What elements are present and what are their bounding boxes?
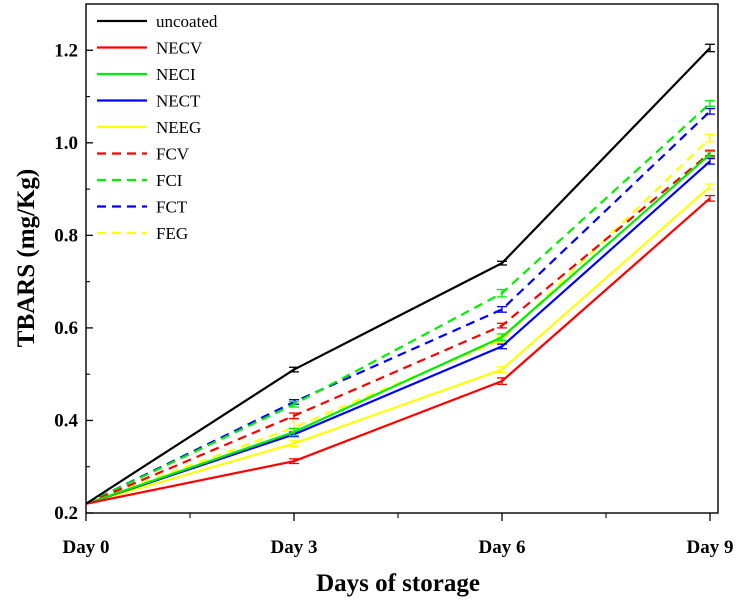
series-uncoated [85,43,715,505]
series-layer [85,43,715,505]
x-tick-label: Day 0 [63,537,110,558]
x-tick-label: Day 6 [479,537,526,558]
series-line [85,47,711,505]
y-tick-label: 0.8 [54,225,78,246]
series-line [85,137,711,505]
plot-border [85,3,719,514]
legend-label: FEG [156,224,188,243]
y-tick-label: 1.0 [54,133,78,154]
legend-item: NECV [97,39,203,58]
plot-area [85,3,719,514]
x-tick-label: Day 3 [271,537,318,558]
series-line [85,110,711,505]
legend-item: FCI [97,171,183,190]
legend-label: FCI [156,171,183,190]
series-fct [85,107,715,505]
legend-label: NEEG [156,118,201,137]
x-axis-ticks: Day 0 Day 3 Day 6 Day 9 [63,513,734,558]
legend-item: NECT [97,92,201,111]
series-fci [85,100,715,505]
series-neeg [85,183,715,505]
y-tick-label: 1.2 [54,40,78,61]
legend-label: NECV [156,39,203,58]
y-tick-label: 0.2 [54,503,78,524]
y-axis-ticks: 0.2 0.4 0.6 0.8 1.0 1.2 [54,40,93,524]
series-line [85,185,711,505]
y-tick-label: 0.4 [54,410,78,431]
series-line [85,153,711,505]
legend-item: NEEG [97,118,201,137]
legend-label: FCT [156,198,188,217]
series-neci [85,150,715,505]
legend: uncoated NECV NECI NECT NEEG FCV FCI FCT FEG [97,12,218,243]
legend-label: uncoated [156,12,218,31]
legend-item: FCT [97,198,188,217]
series-necv [85,194,715,505]
legend-item: NECI [97,65,196,84]
y-tick-label: 0.6 [54,318,78,339]
series-line [85,102,711,505]
legend-label: NECT [156,92,201,111]
legend-label: NECI [156,65,196,84]
legend-item: uncoated [97,12,218,31]
legend-label: FCV [156,145,190,164]
y-axis-title: TBARS (mg/Kg) [13,169,40,347]
series-line [85,152,711,505]
legend-item: FCV [97,145,190,164]
series-line [85,197,711,505]
x-tick-label: Day 9 [687,537,734,558]
legend-item: FEG [97,224,188,243]
x-axis-title: Days of storage [316,570,480,597]
